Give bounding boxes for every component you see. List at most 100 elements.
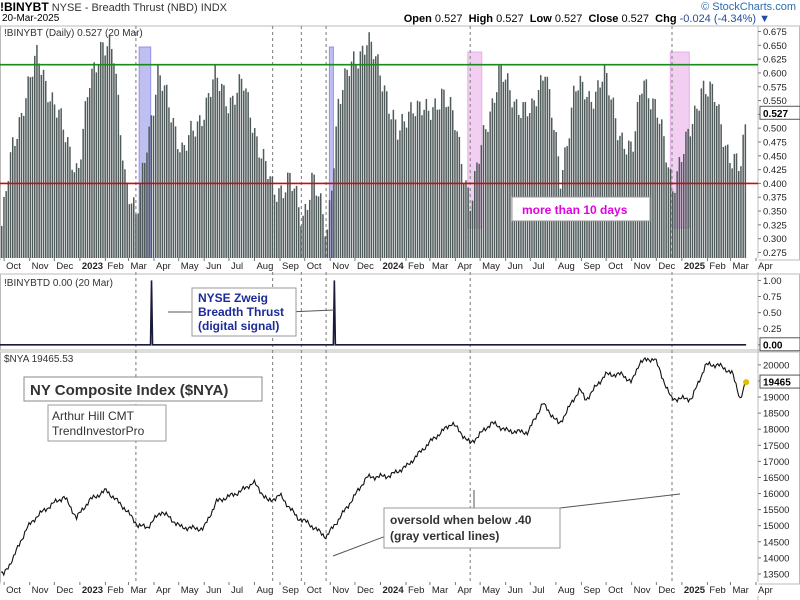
breadth-bar — [700, 88, 703, 258]
breadth-bar — [683, 154, 685, 258]
open-label: Open — [403, 13, 432, 25]
zweig-line-3: (digital signal) — [198, 319, 279, 333]
breadth-bar — [199, 115, 201, 258]
breadth-bar — [432, 107, 434, 258]
signal-y-tick-label: 0.25 — [763, 324, 782, 335]
breadth-bar — [38, 63, 40, 258]
breadth-bar — [647, 98, 650, 258]
breadth-bar — [350, 61, 353, 259]
breadth-bar — [313, 174, 315, 258]
breadth-bar — [559, 188, 562, 258]
breadth-bar — [122, 160, 124, 258]
breadth-bar — [227, 113, 230, 258]
breadth-bar — [394, 119, 397, 258]
breadth-bar — [405, 127, 408, 258]
chart-title: NYSE - Breadth Thrust (NBD) — [51, 2, 198, 14]
breadth-bar — [216, 77, 219, 258]
breadth-bar — [509, 90, 511, 258]
nya-y-tick-label: 15500 — [763, 505, 789, 516]
breadth-y-tick-label: 0.500 — [763, 124, 787, 135]
breadth-bar — [522, 102, 524, 259]
breadth-bar — [586, 96, 588, 258]
breadth-bar — [498, 65, 500, 258]
symbol-label[interactable]: !BINYBT — [0, 0, 49, 14]
x-tick-label: Oct — [6, 585, 21, 596]
breadth-y-tick-label: 0.550 — [763, 96, 787, 107]
x-axis-strip-1 — [0, 258, 759, 272]
breadth-bar — [401, 113, 403, 259]
breadth-bar — [658, 123, 661, 258]
breadth-bar — [738, 171, 740, 258]
breadth-y-tick-label: 0.625 — [763, 55, 787, 66]
chart-header: !BINYBT NYSE - Breadth Thrust (NBD) INDX… — [0, 0, 800, 14]
breadth-bar — [104, 55, 106, 258]
breadth-bar — [326, 229, 329, 258]
breadth-bar — [7, 181, 10, 258]
breadth-bar — [115, 73, 117, 259]
breadth-y-tick-label: 0.450 — [763, 151, 787, 162]
x-tick-label: 2025 — [684, 585, 706, 596]
exchange-label: INDX — [200, 2, 227, 14]
breadth-bar — [295, 185, 298, 258]
x-tick-label: Aug — [256, 261, 273, 272]
breadth-bar — [73, 172, 76, 258]
breadth-bar — [97, 64, 100, 258]
breadth-bar — [588, 91, 590, 258]
breadth-bar — [608, 95, 610, 258]
breadth-bar — [201, 126, 203, 259]
oversold-callout: oversold when below .40 (gray vertical l… — [332, 490, 681, 557]
author-frame — [47, 404, 167, 442]
breadth-bar — [727, 144, 729, 258]
breadth-bar — [1, 225, 3, 258]
x-tick-label: Jun — [206, 585, 221, 596]
breadth-bar — [500, 65, 502, 258]
breadth-bar — [139, 184, 142, 258]
x-tick-label: Sep — [282, 261, 299, 272]
breadth-bar — [709, 81, 711, 259]
breadth-bar — [460, 164, 463, 258]
breadth-bar — [234, 104, 236, 259]
breadth-bar — [304, 203, 307, 258]
breadth-bar — [478, 163, 480, 258]
x-tick-label: Apr — [758, 585, 773, 596]
nya-title-box: NY Composite Index ($NYA) — [23, 376, 263, 402]
breadth-bar — [194, 136, 197, 258]
nya-y-tick-label: 19000 — [763, 393, 789, 404]
breadth-bar — [502, 81, 505, 258]
breadth-bar — [333, 168, 335, 258]
chart-subheader: 20-Mar-2025 Open 0.527 High 0.527 Low 0.… — [0, 13, 800, 26]
x-tick-label: Jun — [508, 585, 523, 596]
x-axes: Oct Nov Dec 2023 Feb Mar Apr May Jun Jul Aug Sep Oct… — [0, 258, 773, 596]
breadth-bar — [238, 74, 241, 259]
breadth-bar — [480, 145, 483, 258]
breadth-bar — [170, 122, 172, 258]
breadth-bar — [515, 99, 518, 258]
breadth-bar — [210, 96, 212, 258]
breadth-bar — [240, 78, 243, 258]
brand-logo[interactable]: © StockCharts.com — [701, 1, 796, 13]
date-label: 20-Mar-2025 — [2, 13, 60, 24]
zweig-box — [191, 287, 297, 337]
breadth-y-tick-label: 0.650 — [763, 41, 787, 52]
x-tick-label: Feb — [709, 585, 725, 596]
breadth-bar — [49, 101, 51, 258]
breadth-bar — [390, 119, 392, 259]
breadth-bar — [128, 204, 131, 258]
breadth-bar — [636, 102, 639, 258]
breadth-bar — [89, 88, 91, 258]
breadth-bar — [117, 94, 120, 259]
x-tick-label: Oct — [6, 261, 21, 272]
breadth-bar — [12, 137, 14, 258]
x-tick-label: Aug — [558, 261, 575, 272]
breadth-bar — [207, 93, 210, 259]
x-tick-label: Jun — [206, 261, 221, 272]
breadth-bar — [443, 89, 445, 259]
breadth-y-tick-label: 0.400 — [763, 179, 787, 190]
breadth-bar — [185, 150, 188, 258]
callout-text: more than 10 days — [522, 203, 628, 217]
zweig-callout: NYSE Zweig Breadth Thrust (digital signa… — [168, 287, 335, 337]
breadth-bar — [293, 188, 296, 258]
breadth-bar — [573, 85, 575, 258]
breadth-bar — [78, 167, 80, 258]
breadth-bar — [744, 124, 747, 258]
